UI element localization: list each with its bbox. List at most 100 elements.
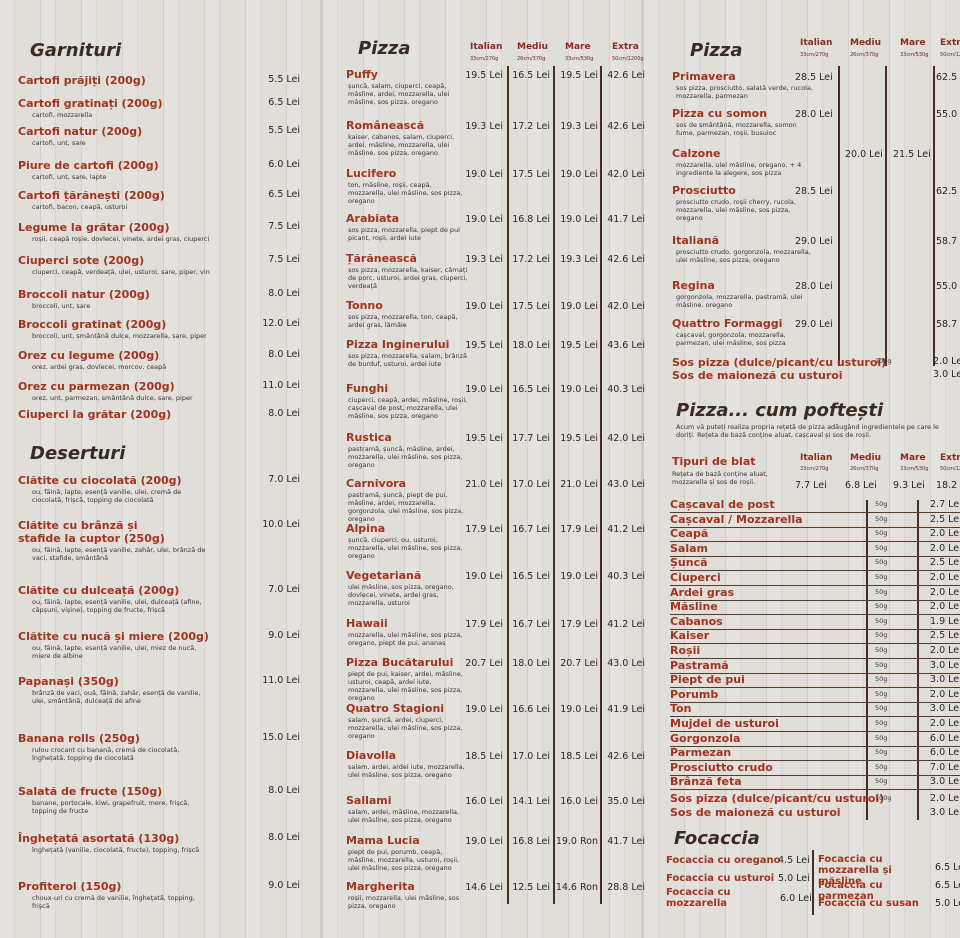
rule [670,628,960,630]
panel [323,0,641,938]
item-price: 16.5 Lei [512,571,550,582]
ingredient-name: Ardei gras [670,585,735,599]
base-desc: Rețeta de bază conține aluat, mozzarella… [672,470,768,486]
item-price: 5.5 Lei [268,74,300,85]
sauce-price: 2.0 Lei [933,356,960,367]
item-price: 17.2 Lei [512,254,550,265]
item-name: Puffy [346,68,378,81]
size-spec: 50cm/1200g [940,52,960,58]
divider [933,66,935,366]
ingredient-price: 2.0 Lei [930,572,960,583]
item-desc: sos pizza, mozzarella, piept de pui pica… [348,226,460,242]
ingredient-name: Salam [670,541,709,555]
item-price: 58.7 [936,319,958,330]
item-name: Piure de cartofi (200g) [18,159,159,172]
item-name: Clătite cu nucă și miere (200g) [18,630,209,643]
divider [885,66,887,366]
item-name: Focaccia cu mozzarella [666,887,731,909]
size-name: Mare [900,38,926,48]
item-name: Lucifero [346,167,397,180]
item-price: 28.0 Lei [795,109,833,120]
item-desc: orez, unt, parmezan, smântână dulce, sar… [32,394,193,402]
ingredient-price: 1.9 Lei [930,615,960,627]
item-desc: cartofi, unt, sare, lapte [32,173,107,181]
ingredient-weight: 50g [875,762,888,771]
rule [670,774,960,776]
item-price: 18.5 Lei [560,751,598,762]
item-name: Prosciutto [672,184,736,197]
base-price: 7.7 Lei [795,480,827,491]
item-desc: mozzarella, ulei măsline, sos pizza, ore… [348,631,463,647]
base-price: 6.8 Lei [845,480,877,491]
item-price: 6.5 Lei [268,97,300,108]
item-price: 6.5 Lei [268,189,300,200]
ingredient-price: 7.0 Lei [930,761,960,773]
base-price: 18.2 Lei [936,480,960,491]
item-desc: salam, șuncă, ardei, ciuperci, mozzarell… [348,716,463,740]
ingredient-price: 2.0 Lei [930,586,960,598]
item-price: 20.7 Lei [560,658,598,669]
item-name: Margherita [346,880,415,893]
item-price: 29.0 Lei [795,319,833,330]
ingredient-price: 2.0 Lei [930,688,960,700]
ingredient-weight: 50g [875,558,888,567]
sauce-price: 3.0 Lei [933,369,960,380]
item-desc: sos de smântână, mozzarella, somon fume,… [676,121,797,137]
item-desc: ou, făină, lapte, esență vanilie, ulei, … [32,644,197,660]
item-price: 41.2 Lei [607,524,645,535]
ingredient-price: 6.0 Lei [930,747,960,759]
rule [670,614,960,616]
size-name: Extra [612,42,639,52]
item-price: 9.0 Lei [268,630,300,641]
item-price: 5.0 Lei [935,898,960,909]
ingredient-weight: 50g [875,543,888,552]
item-price: 19.0 Lei [465,836,503,847]
intro: Acum vă puteți realiza propria rețetă de… [676,423,939,439]
size-spec: 33cm/530g [900,52,929,58]
item-price: 19.0 Lei [465,571,503,582]
item-name: Cartofi țărănești (200g) [18,189,165,202]
item-price: 19.0 Lei [560,169,598,180]
ingredient-name: Roșii [670,644,701,657]
item-desc: pastramă, șuncă, măsline, ardei, mozzare… [348,445,463,469]
ingredient-weight: 50g [875,514,888,523]
divider [507,66,509,904]
rule [670,512,960,513]
ingredient-name: Mujdei de usturoi [670,717,779,730]
size-name: Italian [470,42,503,52]
item-price: 41.9 Lei [607,704,645,715]
ingredient-name: Piept de pui [670,673,745,687]
item-name: Diavolla [346,749,397,762]
item-name: Banana rolls (250g) [18,732,140,745]
item-price: 17.5 Lei [512,301,550,312]
ingredient-name: Kaiser [670,629,710,643]
item-name: Carnivora [346,477,407,490]
item-price: 5.0 Lei [778,873,810,884]
item-name: Cartofi natur (200g) [18,125,143,138]
item-name: Focaccia cu parmezan [818,880,883,902]
item-price: 18.5 Lei [465,751,503,762]
item-price: 29.0 Lei [795,236,833,247]
item-price: 12.5 Lei [512,882,550,893]
item-desc: șuncă, ciuperci, ou, usturoi, mozzarella… [348,536,463,560]
item-desc: banane, portocale, kiwi, grapefruit, mer… [32,799,190,815]
divider [812,850,814,915]
item-price: 62.5 [936,186,958,197]
ingredient-price: 2.0 Lei [930,645,960,656]
item-price: 19.0 Lei [560,571,598,582]
item-desc: ou, făină, lapte, esență vanilie, ulei, … [32,488,182,504]
size-name: Mediu [517,42,548,52]
item-name: Țărănească [346,252,417,265]
item-name: Pizza cu somon [672,107,768,120]
item-name: Românească [346,119,425,132]
item-price: 16.8 Lei [512,214,550,225]
item-desc: broccoli, unt, smântână dulce, mozzarell… [32,332,207,340]
rule [670,658,960,659]
item-price: 28.0 Lei [795,281,833,292]
sauce-name: Sos de maioneză cu usturoi [670,806,841,819]
item-name: Funghi [346,382,389,395]
item-price: 19.0 Lei [560,301,598,312]
item-name: Profiterol (150g) [18,880,122,893]
ingredient-price: 2.5 Lei [930,557,960,569]
rule [670,599,960,601]
